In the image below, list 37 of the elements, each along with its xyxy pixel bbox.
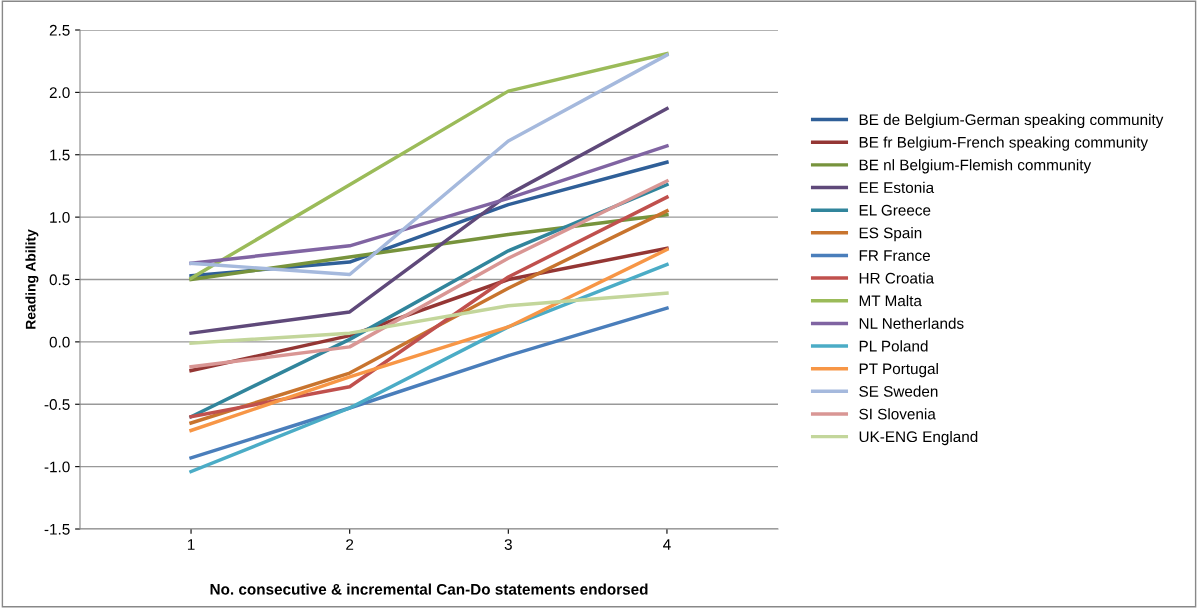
legend-label: EL Greece <box>859 204 931 216</box>
y-tick-label: 0.5 <box>49 274 70 286</box>
legend-label: MT Malta <box>859 295 922 307</box>
legend-label: PL Poland <box>859 340 928 352</box>
line-series <box>189 179 669 369</box>
x-tick-label: 2 <box>346 539 354 550</box>
line-series <box>189 247 669 433</box>
legend-label: PT Portugal <box>859 362 938 378</box>
legend-label: EE Estonia <box>859 181 935 194</box>
x-tick-label: 4 <box>663 539 671 550</box>
legend-label: BE nl Belgium-Flemish community <box>859 159 1092 174</box>
y-tick-label: 2.5 <box>49 24 70 36</box>
y-axis-title: Reading Ability <box>25 229 39 329</box>
y-tick-label: 1.0 <box>50 211 70 223</box>
line-series <box>189 106 669 335</box>
legend-label: HR Croatia <box>859 272 935 284</box>
legend-label: BE fr Belgium-French speaking community <box>859 136 1149 151</box>
x-tick-label: 1 <box>187 539 195 550</box>
y-tick-label: -0.5 <box>44 399 70 410</box>
legend-label: SI Slovenia <box>859 408 936 420</box>
x-axis-title: No. consecutive & incremental Can-Do statements endorsed <box>210 583 648 595</box>
legend-label: FR France <box>859 250 930 261</box>
y-tick-label: 1.5 <box>50 149 70 161</box>
legend-label: BE de Belgium-German speaking community <box>859 113 1164 129</box>
y-tick-label: -1.0 <box>44 461 70 473</box>
legend-label: ES Spain <box>859 227 922 242</box>
y-tick-label: 0.0 <box>49 336 70 348</box>
line-series <box>189 306 669 460</box>
y-tick-label: -1.5 <box>44 524 70 535</box>
legend-label: UK-ENG England <box>859 430 978 446</box>
line-series <box>189 144 669 266</box>
legend-label: NL Netherlands <box>859 317 964 329</box>
y-tick-label: 2.0 <box>49 87 70 99</box>
x-tick-label: 3 <box>504 539 512 550</box>
line-series <box>189 262 669 474</box>
line-series <box>189 291 669 345</box>
legend-label: SE Sweden <box>859 385 938 397</box>
